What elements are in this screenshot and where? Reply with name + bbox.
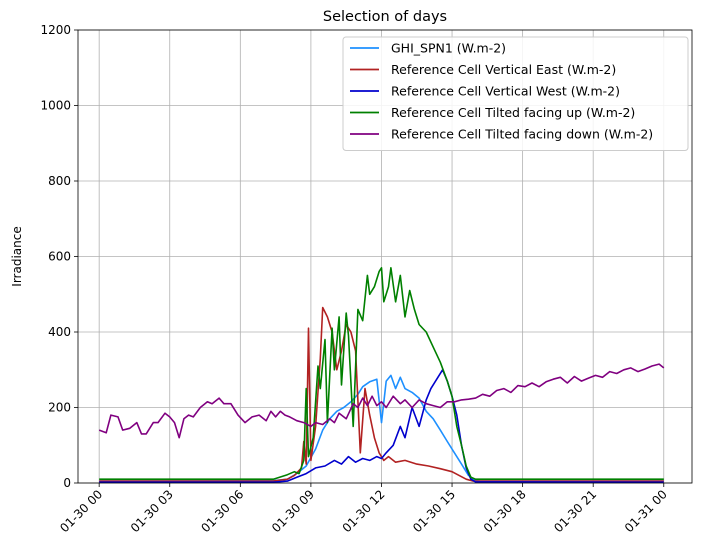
legend-label-5: Reference Cell Tilted facing down (W.m-2… xyxy=(391,127,653,142)
y-tick-label: 600 xyxy=(48,250,71,264)
y-axis-label: Irradiance xyxy=(10,226,24,286)
y-axis: 0 200 400 600 800 1000 1200 xyxy=(40,23,78,490)
x-tick-label: 01-30 00 xyxy=(57,487,105,535)
series-line-5 xyxy=(98,363,665,439)
legend-label-2: Reference Cell Vertical East (W.m-2) xyxy=(391,62,616,77)
y-tick-label: 1200 xyxy=(40,23,71,37)
legend-label-1: GHI_SPN1 (W.m-2) xyxy=(391,41,506,56)
x-tick-label: 01-30 21 xyxy=(551,487,599,535)
y-tick-label: 200 xyxy=(48,401,71,415)
x-tick-label: 01-30 06 xyxy=(198,487,246,535)
y-tick-label: 0 xyxy=(63,476,71,490)
series-line-2 xyxy=(99,306,664,482)
x-tick-label: 01-30 18 xyxy=(481,487,529,535)
x-tick-label: 01-31 00 xyxy=(622,487,670,535)
series-lines xyxy=(98,267,665,483)
x-tick-label: 01-30 15 xyxy=(410,487,458,535)
series-line-1 xyxy=(99,374,664,482)
series-line-3 xyxy=(99,369,664,483)
x-tick-label: 01-30 09 xyxy=(269,487,317,535)
chart-title: Selection of days xyxy=(323,9,447,25)
y-tick-label: 400 xyxy=(48,325,71,339)
x-tick-label: 01-30 03 xyxy=(128,487,176,535)
x-axis: 01-30 00 01-30 03 01-30 06 01-30 09 01-30 12… xyxy=(57,483,670,535)
legend: GHI_SPN1 (W.m-2) Reference Cell Vertical … xyxy=(342,36,689,151)
y-tick-label: 800 xyxy=(48,174,71,188)
legend-box xyxy=(342,36,689,151)
series-line-4 xyxy=(99,267,664,480)
x-tick-label: 01-30 12 xyxy=(340,487,388,535)
legend-label-4: Reference Cell Tilted facing up (W.m-2) xyxy=(391,105,635,120)
legend-label-3: Reference Cell Vertical West (W.m-2) xyxy=(391,84,620,99)
y-tick-label: 1000 xyxy=(40,99,71,113)
